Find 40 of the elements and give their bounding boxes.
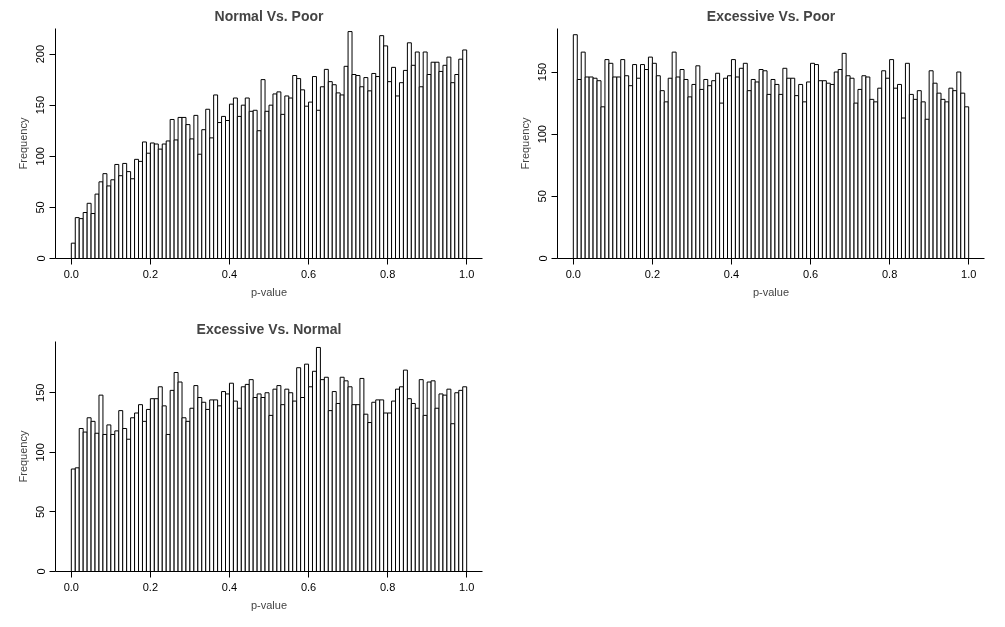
x-tick-label: 0.4 [221,267,238,280]
y-tick-label: 0 [34,568,47,575]
y-tick-label: 150 [34,383,47,402]
chart-title: Normal Vs. Poor [214,7,325,24]
y-axis-title: Frequency [16,117,29,170]
y-tick-label: 50 [536,190,549,203]
x-tick-label: 0.0 [63,267,79,280]
y-tick-label: 100 [34,443,47,462]
x-axis-title: p-value [752,285,790,298]
y-tick-label: 200 [34,44,47,64]
x-tick-label: 0.4 [221,580,238,593]
x-tick-label: 0.2 [142,580,159,593]
x-axis-title: p-value [250,598,288,611]
y-tick-label: 150 [34,95,47,115]
x-tick-label: 1.0 [459,267,475,280]
y-tick-label: 50 [34,505,47,519]
x-tick-label: 0.8 [379,267,396,280]
x-tick-label: 1.0 [961,267,977,280]
x-tick-label: 0.8 [379,580,396,593]
chart-title: Excessive Vs. Normal [196,320,342,337]
x-tick-label: 0.0 [63,580,79,593]
x-tick-label: 0.6 [802,267,819,280]
x-tick-label: 0.2 [644,267,661,280]
x-tick-label: 0.6 [300,267,317,280]
x-axis-title: p-value [250,285,288,298]
x-tick-label: 0.6 [300,580,317,593]
y-axis-title: Frequency [16,430,29,483]
y-tick-label: 50 [34,201,47,214]
y-axis-title: Frequency [518,117,531,170]
x-tick-label: 1.0 [459,580,475,593]
chart-title: Excessive Vs. Poor [706,7,836,24]
y-tick-label: 0 [536,255,549,262]
x-tick-label: 0.8 [881,267,898,280]
y-tick-label: 100 [34,147,47,166]
y-tick-label: 100 [536,124,549,144]
y-tick-label: 150 [536,62,549,82]
x-tick-label: 0.0 [565,267,581,280]
x-tick-label: 0.2 [142,267,159,280]
y-tick-label: 0 [34,255,47,262]
x-tick-label: 0.4 [723,267,740,280]
